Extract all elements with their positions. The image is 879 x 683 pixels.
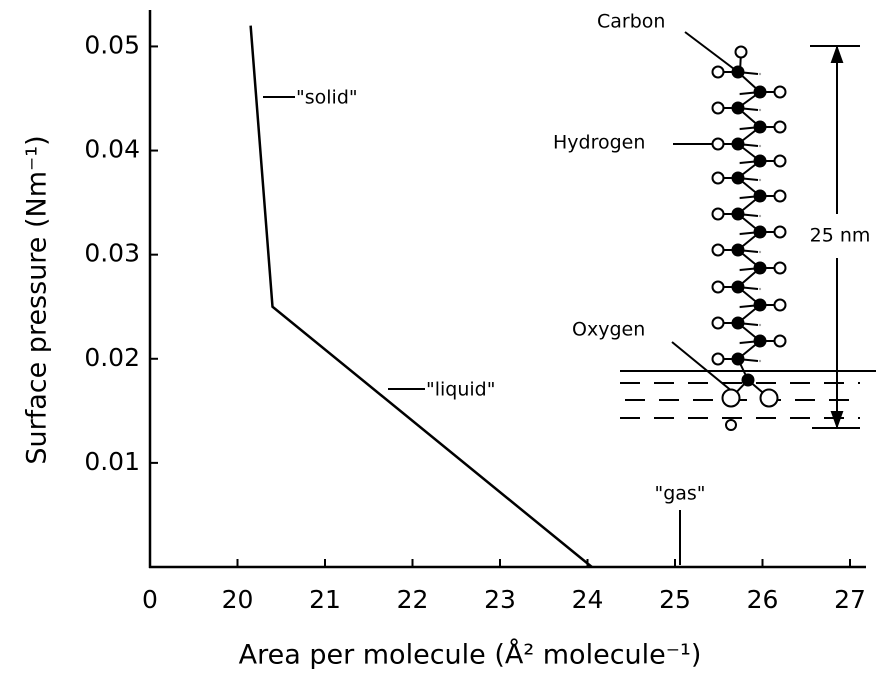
carbon-atom bbox=[755, 300, 766, 311]
y-tick-label: 0.02 bbox=[84, 343, 140, 372]
hydrogen-atom bbox=[713, 318, 724, 329]
hydrogen-atom bbox=[775, 263, 786, 274]
carbon-atom bbox=[755, 336, 766, 347]
hydrogen-atom bbox=[775, 227, 786, 238]
leader-line bbox=[672, 342, 733, 392]
carbon-atom bbox=[743, 375, 754, 386]
hydrogen-atom bbox=[775, 336, 786, 347]
carbon-atom bbox=[733, 173, 744, 184]
y-tick-label: 0.01 bbox=[84, 447, 140, 476]
x-tick-label: 20 bbox=[222, 585, 254, 614]
hydrogen-atom bbox=[713, 173, 724, 184]
x-tick-label: 25 bbox=[659, 585, 691, 614]
carbon-atom bbox=[733, 139, 744, 150]
x-tick-label: 23 bbox=[484, 585, 516, 614]
hydrogen-atom bbox=[726, 420, 736, 430]
x-tick-label: 0 bbox=[142, 585, 158, 614]
x-tick-label: 24 bbox=[572, 585, 604, 614]
carbon-atom bbox=[733, 354, 744, 365]
carbon-atom bbox=[755, 263, 766, 274]
hydrogen-atom bbox=[713, 209, 724, 220]
oxygen-atom bbox=[723, 390, 740, 407]
annotation: Oxygen bbox=[572, 319, 645, 341]
carbon-atom bbox=[755, 87, 766, 98]
carbon-atom bbox=[733, 103, 744, 114]
chart: Area per molecule (Å² molecule⁻¹) Surfac… bbox=[0, 0, 879, 679]
carbon-atom bbox=[733, 282, 744, 293]
carbon-atom bbox=[755, 227, 766, 238]
arrow-head bbox=[832, 48, 842, 62]
x-axis-title: Area per molecule (Å² molecule⁻¹) bbox=[239, 639, 702, 671]
annotation: "gas" bbox=[654, 483, 705, 505]
hydrogen-atom bbox=[713, 67, 724, 78]
hydrogen-atom bbox=[736, 47, 747, 58]
carbon-atom bbox=[755, 191, 766, 202]
hydrogen-atom bbox=[775, 87, 786, 98]
hydrogen-atom bbox=[713, 354, 724, 365]
carbon-atom bbox=[755, 156, 766, 167]
y-tick-label: 0.04 bbox=[84, 135, 140, 164]
carbon-atom bbox=[733, 245, 744, 256]
annotation: Hydrogen bbox=[553, 132, 645, 154]
annotation: Carbon bbox=[597, 11, 665, 33]
hydrogen-atom bbox=[775, 300, 786, 311]
carbon-atom bbox=[755, 122, 766, 133]
arrow-head bbox=[832, 412, 842, 426]
x-tick-label: 26 bbox=[747, 585, 779, 614]
annotation: "solid" bbox=[296, 87, 358, 109]
hydrogen-atom bbox=[713, 139, 724, 150]
hydrogen-atom bbox=[775, 122, 786, 133]
hydrogen-atom bbox=[713, 103, 724, 114]
hydrogen-atom bbox=[713, 245, 724, 256]
hydrogen-atom bbox=[713, 282, 724, 293]
hydrogen-atom bbox=[775, 191, 786, 202]
oxygen-atom bbox=[761, 390, 778, 407]
carbon-atom bbox=[733, 318, 744, 329]
y-tick-label: 0.03 bbox=[84, 239, 140, 268]
y-axis-title: Surface pressure (Nm⁻¹) bbox=[22, 135, 53, 464]
hydrogen-atom bbox=[775, 156, 786, 167]
y-tick-label: 0.05 bbox=[84, 30, 140, 59]
annotation: "liquid" bbox=[426, 379, 495, 401]
carbon-atom bbox=[733, 67, 744, 78]
carbon-atom bbox=[733, 209, 744, 220]
annotation: 25 nm bbox=[810, 225, 871, 247]
x-tick-label: 22 bbox=[397, 585, 429, 614]
x-tick-label: 21 bbox=[309, 585, 341, 614]
x-tick-label: 27 bbox=[834, 585, 866, 614]
leader-line bbox=[685, 32, 738, 72]
